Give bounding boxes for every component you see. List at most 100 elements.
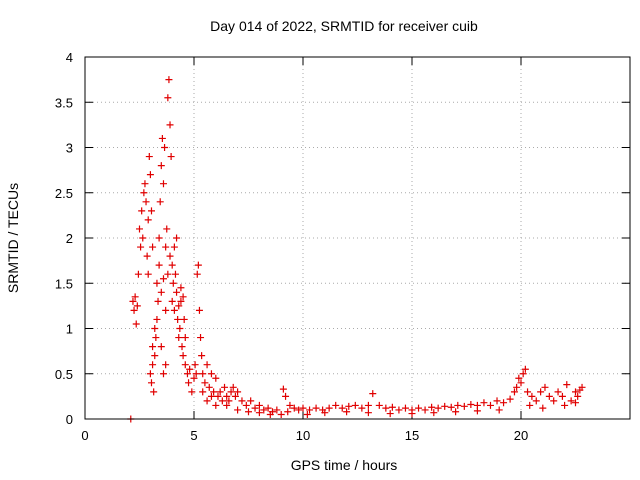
data-point bbox=[164, 94, 172, 102]
data-point bbox=[162, 306, 170, 314]
data-point bbox=[166, 121, 174, 129]
data-point bbox=[321, 409, 329, 417]
data-point bbox=[286, 401, 294, 409]
data-point bbox=[234, 406, 242, 414]
data-point bbox=[144, 216, 152, 224]
plot-frame bbox=[84, 56, 631, 420]
data-point bbox=[157, 343, 165, 351]
data-point bbox=[473, 407, 481, 415]
data-point bbox=[303, 410, 311, 418]
data-point bbox=[190, 374, 198, 382]
data-point bbox=[218, 397, 226, 405]
data-point bbox=[537, 388, 545, 396]
data-point bbox=[157, 288, 165, 296]
data-point bbox=[169, 279, 177, 287]
y-tick-label: 1.5 bbox=[55, 276, 73, 291]
data-point bbox=[191, 361, 199, 369]
data-point bbox=[345, 402, 353, 410]
data-point bbox=[493, 397, 501, 405]
data-point bbox=[137, 243, 145, 251]
data-point bbox=[164, 270, 172, 278]
data-point bbox=[166, 252, 174, 260]
data-point bbox=[149, 243, 157, 251]
data-point bbox=[369, 390, 377, 398]
data-point bbox=[188, 388, 196, 396]
y-tick-label: 3 bbox=[66, 141, 73, 156]
data-point bbox=[282, 392, 290, 400]
data-point bbox=[138, 207, 146, 215]
data-point bbox=[358, 404, 366, 412]
data-point bbox=[199, 388, 207, 396]
data-point bbox=[266, 410, 274, 418]
data-point bbox=[242, 401, 250, 409]
data-point bbox=[201, 379, 209, 387]
data-point bbox=[134, 270, 142, 278]
data-point bbox=[229, 383, 237, 391]
y-tick-label: 2 bbox=[66, 231, 73, 246]
data-point bbox=[162, 243, 170, 251]
data-point bbox=[395, 406, 403, 414]
data-point bbox=[524, 388, 532, 396]
data-point bbox=[375, 401, 383, 409]
data-point bbox=[161, 144, 169, 151]
data-point bbox=[129, 297, 137, 305]
data-point bbox=[401, 404, 409, 412]
data-point bbox=[207, 392, 215, 400]
data-point bbox=[158, 134, 166, 142]
data-point bbox=[441, 402, 449, 410]
data-point bbox=[195, 306, 203, 314]
data-point bbox=[157, 162, 165, 170]
data-point bbox=[144, 270, 152, 278]
data-point bbox=[430, 409, 438, 417]
data-point bbox=[156, 198, 164, 206]
axis-ticks: 0 0.5 1 1.5 2 2.5 3 3.5 4 0 5 10 15 20 bbox=[55, 50, 630, 443]
data-point bbox=[153, 279, 161, 287]
data-point bbox=[154, 297, 162, 305]
data-point bbox=[174, 315, 182, 323]
data-point bbox=[517, 379, 525, 387]
data-point bbox=[428, 403, 436, 411]
data-point bbox=[234, 388, 242, 396]
data-point bbox=[194, 261, 202, 269]
data-point bbox=[163, 225, 171, 233]
data-point bbox=[173, 288, 181, 296]
data-point bbox=[147, 207, 155, 215]
data-point bbox=[171, 270, 179, 278]
data-point bbox=[203, 397, 211, 405]
data-point bbox=[130, 306, 138, 314]
data-point bbox=[255, 401, 263, 409]
data-point bbox=[255, 409, 263, 417]
data-point bbox=[151, 352, 159, 360]
x-tick-label: 5 bbox=[190, 428, 197, 443]
data-point bbox=[146, 171, 154, 179]
chart-title: Day 014 of 2022, SRMTID for receiver cui… bbox=[210, 18, 478, 34]
data-point bbox=[179, 352, 187, 360]
data-point bbox=[532, 397, 540, 405]
data-point bbox=[574, 392, 582, 400]
data-point bbox=[165, 76, 173, 84]
data-point bbox=[216, 388, 224, 396]
y-tick-label: 1 bbox=[66, 322, 73, 337]
x-tick-label: 10 bbox=[296, 428, 310, 443]
data-point bbox=[513, 383, 521, 391]
data-point bbox=[155, 234, 163, 242]
data-point bbox=[197, 334, 205, 342]
data-point bbox=[495, 406, 503, 414]
data-point bbox=[290, 404, 298, 412]
data-point bbox=[177, 284, 185, 292]
data-point bbox=[273, 406, 281, 414]
data-point bbox=[223, 392, 231, 400]
data-point bbox=[199, 370, 207, 378]
grid-lines bbox=[85, 57, 630, 419]
data-point bbox=[168, 261, 176, 269]
data-point bbox=[212, 374, 220, 382]
data-point bbox=[185, 379, 193, 387]
data-point bbox=[506, 395, 514, 403]
data-point bbox=[526, 401, 534, 409]
data-point bbox=[140, 189, 148, 197]
data-point bbox=[325, 404, 333, 412]
data-point bbox=[131, 293, 139, 301]
data-point bbox=[231, 392, 239, 400]
data-point bbox=[558, 392, 566, 400]
